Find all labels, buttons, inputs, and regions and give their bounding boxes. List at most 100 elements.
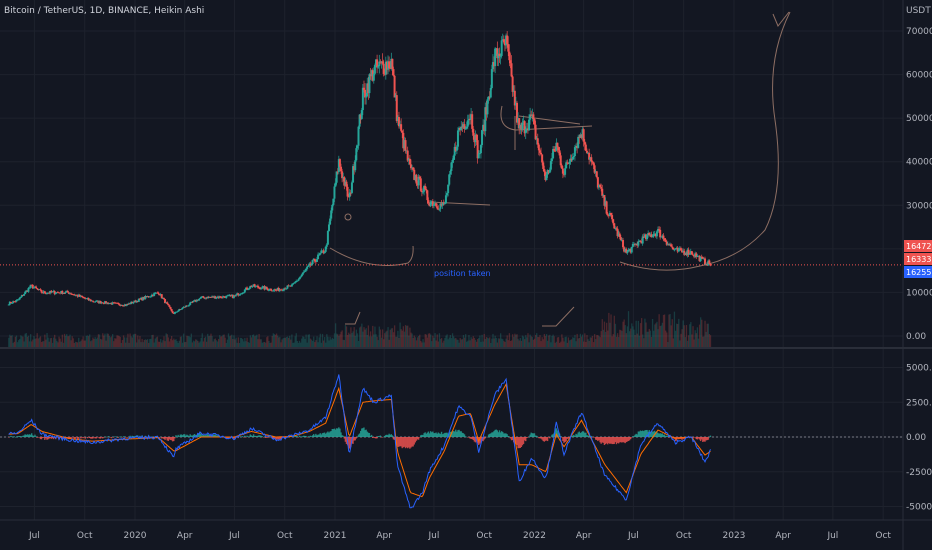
volume-bar xyxy=(338,336,340,347)
macd-histogram-bar xyxy=(342,435,344,437)
candle-body xyxy=(390,58,393,69)
macd-histogram-bar xyxy=(419,437,421,438)
macd-histogram-bar xyxy=(492,432,494,437)
volume-bar xyxy=(172,340,174,347)
candle-body xyxy=(570,158,573,160)
volume-bar xyxy=(371,336,373,347)
macd-histogram-bar xyxy=(387,435,389,437)
macd-histogram-bar xyxy=(322,432,325,437)
macd-histogram-bar xyxy=(339,428,341,437)
macd-histogram-bar xyxy=(323,432,326,437)
volume-bar xyxy=(201,333,203,347)
volume-bar xyxy=(141,338,143,347)
macd-histogram-bar xyxy=(586,435,588,437)
macd-histogram-bar xyxy=(143,437,145,438)
volume-bar xyxy=(407,325,409,347)
volume-bar xyxy=(298,340,301,347)
volume-bar xyxy=(181,342,184,347)
volume-bar xyxy=(499,333,502,347)
candle-body xyxy=(604,201,607,206)
volume-bar xyxy=(640,318,643,347)
macd-histogram-bar xyxy=(646,429,648,437)
cup-drawing xyxy=(619,11,791,271)
volume-bar xyxy=(596,335,598,347)
candle-body xyxy=(602,195,605,196)
candle-body xyxy=(523,121,526,134)
volume-bar xyxy=(515,334,517,347)
candle-body xyxy=(707,260,710,266)
macd-histogram-bar xyxy=(153,437,155,438)
macd-histogram-bar xyxy=(398,437,400,447)
candle-body xyxy=(548,169,551,173)
candle-body xyxy=(376,59,379,68)
volume-bar xyxy=(643,338,645,347)
volume-bar xyxy=(304,338,306,347)
volume-bar xyxy=(684,337,687,347)
volume-bar xyxy=(628,331,631,347)
macd-histogram-bar xyxy=(499,432,502,437)
macd-histogram-bar xyxy=(636,434,638,437)
candle-body xyxy=(209,297,212,298)
candle-body xyxy=(265,286,268,289)
macd-histogram-bar xyxy=(269,436,271,438)
candle-body xyxy=(153,293,156,297)
macd-histogram-bar xyxy=(200,434,202,437)
volume-bar xyxy=(579,333,582,347)
volume-bar xyxy=(416,337,419,347)
time-tick-label: Oct xyxy=(277,531,293,541)
candle-body xyxy=(44,293,47,294)
volume-bar xyxy=(346,334,349,347)
candle-body xyxy=(340,166,343,172)
macd-histogram-bar xyxy=(613,437,615,444)
candle-body xyxy=(64,291,67,293)
candle-body xyxy=(195,299,198,302)
macd-histogram-bar xyxy=(36,437,38,438)
macd-histogram-bar xyxy=(584,432,586,437)
candle-body xyxy=(206,296,209,299)
macd-histogram-bar xyxy=(26,434,29,437)
candle-body xyxy=(686,249,689,256)
volume-bar xyxy=(653,330,655,347)
candle-body xyxy=(353,166,356,171)
macd-histogram-bar xyxy=(353,437,355,441)
candle-body xyxy=(597,184,600,188)
candle-body xyxy=(395,95,398,121)
macd-histogram-bar xyxy=(185,435,187,437)
volume-bar xyxy=(55,338,57,347)
candle-body xyxy=(259,287,262,290)
volume-bar xyxy=(539,335,541,347)
macd-histogram-bar xyxy=(321,433,324,437)
macd-histogram-bar xyxy=(574,435,576,437)
macd-histogram-bar xyxy=(543,437,546,442)
candle-body xyxy=(540,152,543,155)
candle-body xyxy=(362,87,365,90)
candle-body xyxy=(263,286,266,290)
macd-histogram-bar xyxy=(49,437,51,439)
candle-body xyxy=(26,290,29,292)
volume-bar xyxy=(612,334,614,347)
volume-bar xyxy=(130,336,132,347)
volume-bar xyxy=(73,342,76,347)
volume-bar xyxy=(106,333,108,347)
volume-bar xyxy=(77,342,79,347)
volume-bar xyxy=(160,338,162,347)
volume-bar xyxy=(261,342,264,347)
candle-body xyxy=(280,289,283,291)
macd-histogram-bar xyxy=(624,437,626,444)
macd-histogram-bar xyxy=(310,436,313,437)
candle-body xyxy=(596,177,599,188)
volume-bar xyxy=(683,325,685,347)
volume-bar xyxy=(188,336,190,347)
volume-bar xyxy=(174,339,176,347)
macd-histogram-bar xyxy=(594,437,597,440)
macd-histogram-bar xyxy=(168,437,171,440)
candle-body xyxy=(297,279,300,281)
macd-histogram-bar xyxy=(414,437,417,443)
volume-bar xyxy=(90,341,92,347)
candle-body xyxy=(477,153,480,159)
candle-body xyxy=(143,297,146,299)
candle-body xyxy=(367,83,370,94)
macd-histogram-bar xyxy=(497,432,500,437)
candle-body xyxy=(430,201,433,203)
